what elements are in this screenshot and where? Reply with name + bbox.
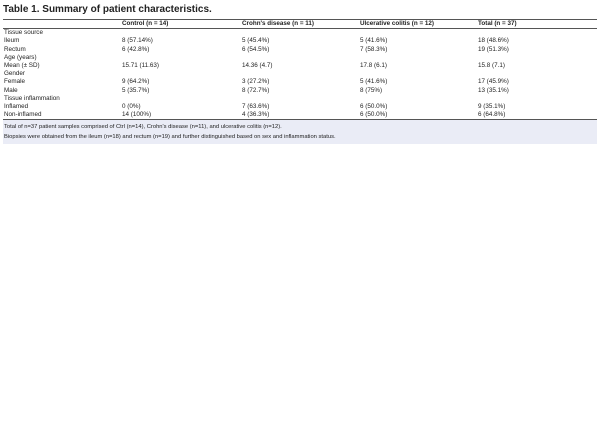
table-cell: 6 (42.8%) <box>122 45 150 53</box>
row-label: Gender <box>4 70 26 78</box>
column-header-uc: Ulcerative colitis (n = 12) <box>359 18 477 30</box>
table-cell: 6 (50.0%) <box>360 103 388 111</box>
table-cell: 4 (36.3%) <box>241 111 359 121</box>
table-title: Table 1. Summary of patient characterist… <box>3 4 212 15</box>
table-cell <box>121 70 241 78</box>
table-footnotes: Total of n=37 patient samples comprised … <box>3 120 597 145</box>
table-cell: 8 (57.14%) <box>122 37 153 45</box>
table-cell: 3 (27.2%) <box>242 78 270 86</box>
table-cell: 18 (48.6%) <box>478 37 509 45</box>
table-row-section: Tissue inflammation <box>3 95 597 103</box>
table-cell <box>121 29 241 38</box>
row-label: Age (years) <box>4 53 37 61</box>
table-cell <box>359 29 477 38</box>
table-cell <box>477 95 597 103</box>
table-cell: 9 (35.1%) <box>478 103 506 111</box>
table-cell <box>241 95 359 103</box>
table-cell: 17 (45.9%) <box>478 78 509 86</box>
table-cell: 14 (100%) <box>121 111 241 121</box>
table-cell <box>121 54 241 62</box>
table-cell: 15.71 (11.63) <box>122 62 159 70</box>
column-header-total: Total (n = 37) <box>477 18 597 30</box>
table-cell: 5 (41.6%) <box>360 37 388 45</box>
header-row: Control (n = 14) Crohn's disease (n = 11… <box>3 18 597 30</box>
column-header-control: Control (n = 14) <box>121 18 241 30</box>
table-cell: 8 (72.7%) <box>242 86 270 94</box>
table-row: Mean (± SD) 15.71 (11.63) 14.36 (4.7) 17… <box>3 62 597 70</box>
row-label: Female <box>4 78 25 86</box>
table-cell: 5 (35.7%) <box>122 86 150 94</box>
table-cell: 7 (58.3%) <box>360 45 388 53</box>
table-cell <box>477 54 597 62</box>
table-cell: 17.8 (6.1) <box>360 62 387 70</box>
table-row: Inflamed 0 (0%) 7 (63.6%) 6 (50.0%) 9 (3… <box>3 103 597 111</box>
column-header-stub <box>3 18 121 30</box>
table-row: Rectum 6 (42.8%) 6 (54.5%) 7 (58.3%) 19 … <box>3 46 597 54</box>
row-label: Mean (± SD) <box>4 62 40 70</box>
table-row-section: Age (years) <box>3 54 597 62</box>
table-row: Male 5 (35.7%) 8 (72.7%) 8 (75%) 13 (35.… <box>3 87 597 95</box>
footnote: Biopsies were obtained from the ileum (n… <box>4 134 336 141</box>
table-row-section: Gender <box>3 70 597 78</box>
table-row: Ileum 8 (57.14%) 5 (45.4%) 5 (41.6%) 18 … <box>3 37 597 45</box>
table-cell: 9 (64.2%) <box>122 78 150 86</box>
row-label: Inflamed <box>4 103 29 111</box>
row-label: Rectum <box>4 45 26 53</box>
column-header-crohns: Crohn's disease (n = 11) <box>241 18 359 30</box>
table-cell: 7 (63.6%) <box>242 103 270 111</box>
table-cell: 6 (64.8%) <box>477 111 597 121</box>
table-cell: 14.36 (4.7) <box>242 62 273 70</box>
table-cell: 6 (54.5%) <box>242 45 270 53</box>
table-cell <box>477 70 597 78</box>
table-row: Female 9 (64.2%) 3 (27.2%) 5 (41.6%) 17 … <box>3 78 597 86</box>
table-cell: 5 (45.4%) <box>242 37 270 45</box>
row-label: Tissue inflammation <box>4 94 60 102</box>
table-row: Non-inflamed 14 (100%) 4 (36.3%) 6 (50.0… <box>3 111 597 121</box>
row-label: Tissue source <box>4 29 43 37</box>
table-cell: 15.8 (7.1) <box>478 62 505 70</box>
table-cell: 19 (51.3%) <box>478 45 509 53</box>
table-row-section: Tissue source <box>3 29 597 38</box>
table-cell: 6 (50.0%) <box>359 111 477 121</box>
row-label: Ileum <box>4 37 20 45</box>
table-cell <box>359 70 477 78</box>
footnote: Total of n=37 patient samples comprised … <box>4 124 282 131</box>
row-label: Non-inflamed <box>3 111 121 121</box>
table-cell <box>477 29 597 38</box>
row-label: Male <box>4 86 18 94</box>
table-cell <box>241 70 359 78</box>
table-cell <box>241 54 359 62</box>
table-cell <box>121 95 241 103</box>
table-cell: 8 (75%) <box>360 86 383 94</box>
table-cell <box>359 95 477 103</box>
table-cell: 5 (41.6%) <box>360 78 388 86</box>
table-cell: 13 (35.1%) <box>478 86 509 94</box>
table-cell: 0 (0%) <box>122 103 141 111</box>
table-cell <box>359 54 477 62</box>
table-cell <box>241 29 359 38</box>
document-page: Table 1. Summary of patient characterist… <box>3 3 597 145</box>
patient-characteristics-table: Control (n = 14) Crohn's disease (n = 11… <box>3 18 597 121</box>
